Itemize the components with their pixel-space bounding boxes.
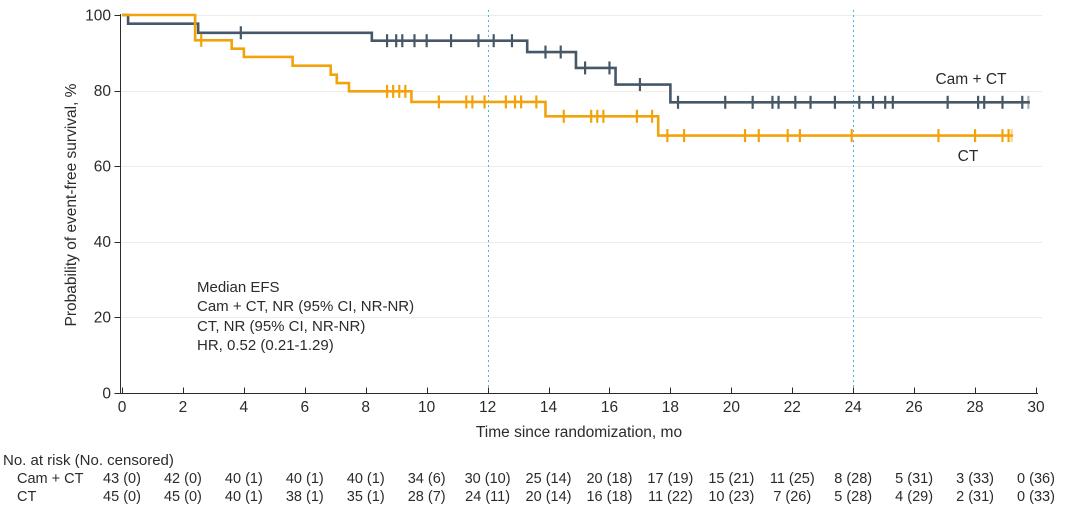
risk-cell: 28 (7): [407, 489, 446, 505]
risk-cell: 30 (10): [464, 471, 511, 487]
annotation-line-median-efs: Median EFS: [197, 279, 280, 296]
risk-cell: 24 (11): [465, 489, 511, 505]
risk-cell: 45 (0): [163, 489, 202, 505]
x-tick-label-22: 22: [784, 399, 801, 416]
x-tick-label-26: 26: [906, 399, 923, 416]
risk-cell: 15 (21): [708, 471, 755, 487]
km-curve-camct: [122, 13, 1030, 104]
risk-cell: 11 (22): [647, 489, 693, 505]
x-tick-label-2: 2: [179, 399, 188, 416]
risk-cell: 5 (28): [834, 489, 873, 505]
y-tick-label-0: 0: [102, 385, 111, 402]
x-tick-label-28: 28: [966, 399, 983, 416]
risk-cell: 42 (0): [163, 471, 202, 487]
series-label-ct: CT: [958, 148, 979, 165]
x-tick-label-20: 20: [723, 399, 741, 416]
risk-cell: 4 (29): [895, 489, 934, 505]
x-tick-label-18: 18: [662, 399, 679, 416]
risk-cell: 20 (14): [525, 489, 572, 505]
x-tick-label-6: 6: [300, 399, 309, 416]
risk-cell: 20 (18): [586, 471, 633, 487]
y-tick-label-80: 80: [94, 83, 112, 100]
risk-cell: 0 (36): [1017, 471, 1055, 487]
annotation-line-hr: HR, 0.52 (0.21-1.29): [197, 337, 334, 355]
x-tick-label-14: 14: [540, 399, 558, 416]
x-tick-label-30: 30: [1027, 399, 1045, 416]
risk-cell: 5 (31): [895, 471, 934, 487]
x-tick-label-8: 8: [361, 399, 370, 416]
risk-cell: 38 (1): [285, 489, 324, 505]
risk-cell: 40 (1): [346, 471, 385, 487]
x-axis-title: Time since randomization, mo: [475, 424, 683, 441]
x-tick-label-24: 24: [845, 399, 863, 416]
risk-cell: 8 (28): [834, 471, 873, 487]
y-tick-label-60: 60: [94, 159, 112, 176]
y-tick-label-20: 20: [94, 310, 112, 327]
risk-cell: 16 (18): [586, 489, 633, 505]
median-efs-annotation: Median EFS Cam + CT, NR (95% CI, NR-NR) …: [197, 278, 414, 356]
x-tick-label-12: 12: [479, 399, 496, 416]
annotation-line-ct: CT, NR (95% CI, NR-NR): [197, 317, 366, 335]
x-tick-label-4: 4: [240, 399, 249, 416]
risk-cell: 40 (1): [224, 489, 263, 505]
risk-cell: 11 (25): [769, 471, 815, 487]
risk-cell: 0 (33): [1017, 489, 1055, 505]
risk-cell: 45 (0): [103, 489, 141, 505]
risk-table-header: No. at risk (No. censored): [3, 452, 174, 469]
y-axis-title: Probability of event-free survival, %: [63, 83, 80, 327]
risk-cell: 40 (1): [224, 471, 263, 487]
risk-cell: 40 (1): [285, 471, 324, 487]
risk-cell: 10 (23): [708, 489, 755, 505]
x-tick-label-0: 0: [118, 399, 127, 416]
x-tick-label-16: 16: [601, 399, 618, 416]
series-label-camct: Cam + CT: [935, 71, 1007, 88]
risk-cell: 17 (19): [647, 471, 694, 487]
risk-cell: 2 (31): [956, 489, 995, 505]
risk-row-label-ct: CT: [17, 489, 37, 505]
risk-row-label-camct: Cam + CT: [17, 471, 84, 487]
risk-cell: 35 (1): [346, 489, 385, 505]
y-tick-label-40: 40: [94, 234, 112, 251]
risk-cell: 43 (0): [103, 471, 141, 487]
risk-cell: 34 (6): [407, 471, 446, 487]
risk-cell: 25 (14): [525, 471, 572, 487]
y-tick-label-100: 100: [85, 7, 111, 24]
annotation-line-camct: Cam + CT, NR (95% CI, NR-NR): [197, 298, 415, 316]
risk-cell: 7 (26): [773, 489, 812, 505]
km-curve-ct: [122, 13, 1014, 137]
risk-cell: 3 (33): [956, 471, 995, 487]
x-tick-label-10: 10: [418, 399, 436, 416]
